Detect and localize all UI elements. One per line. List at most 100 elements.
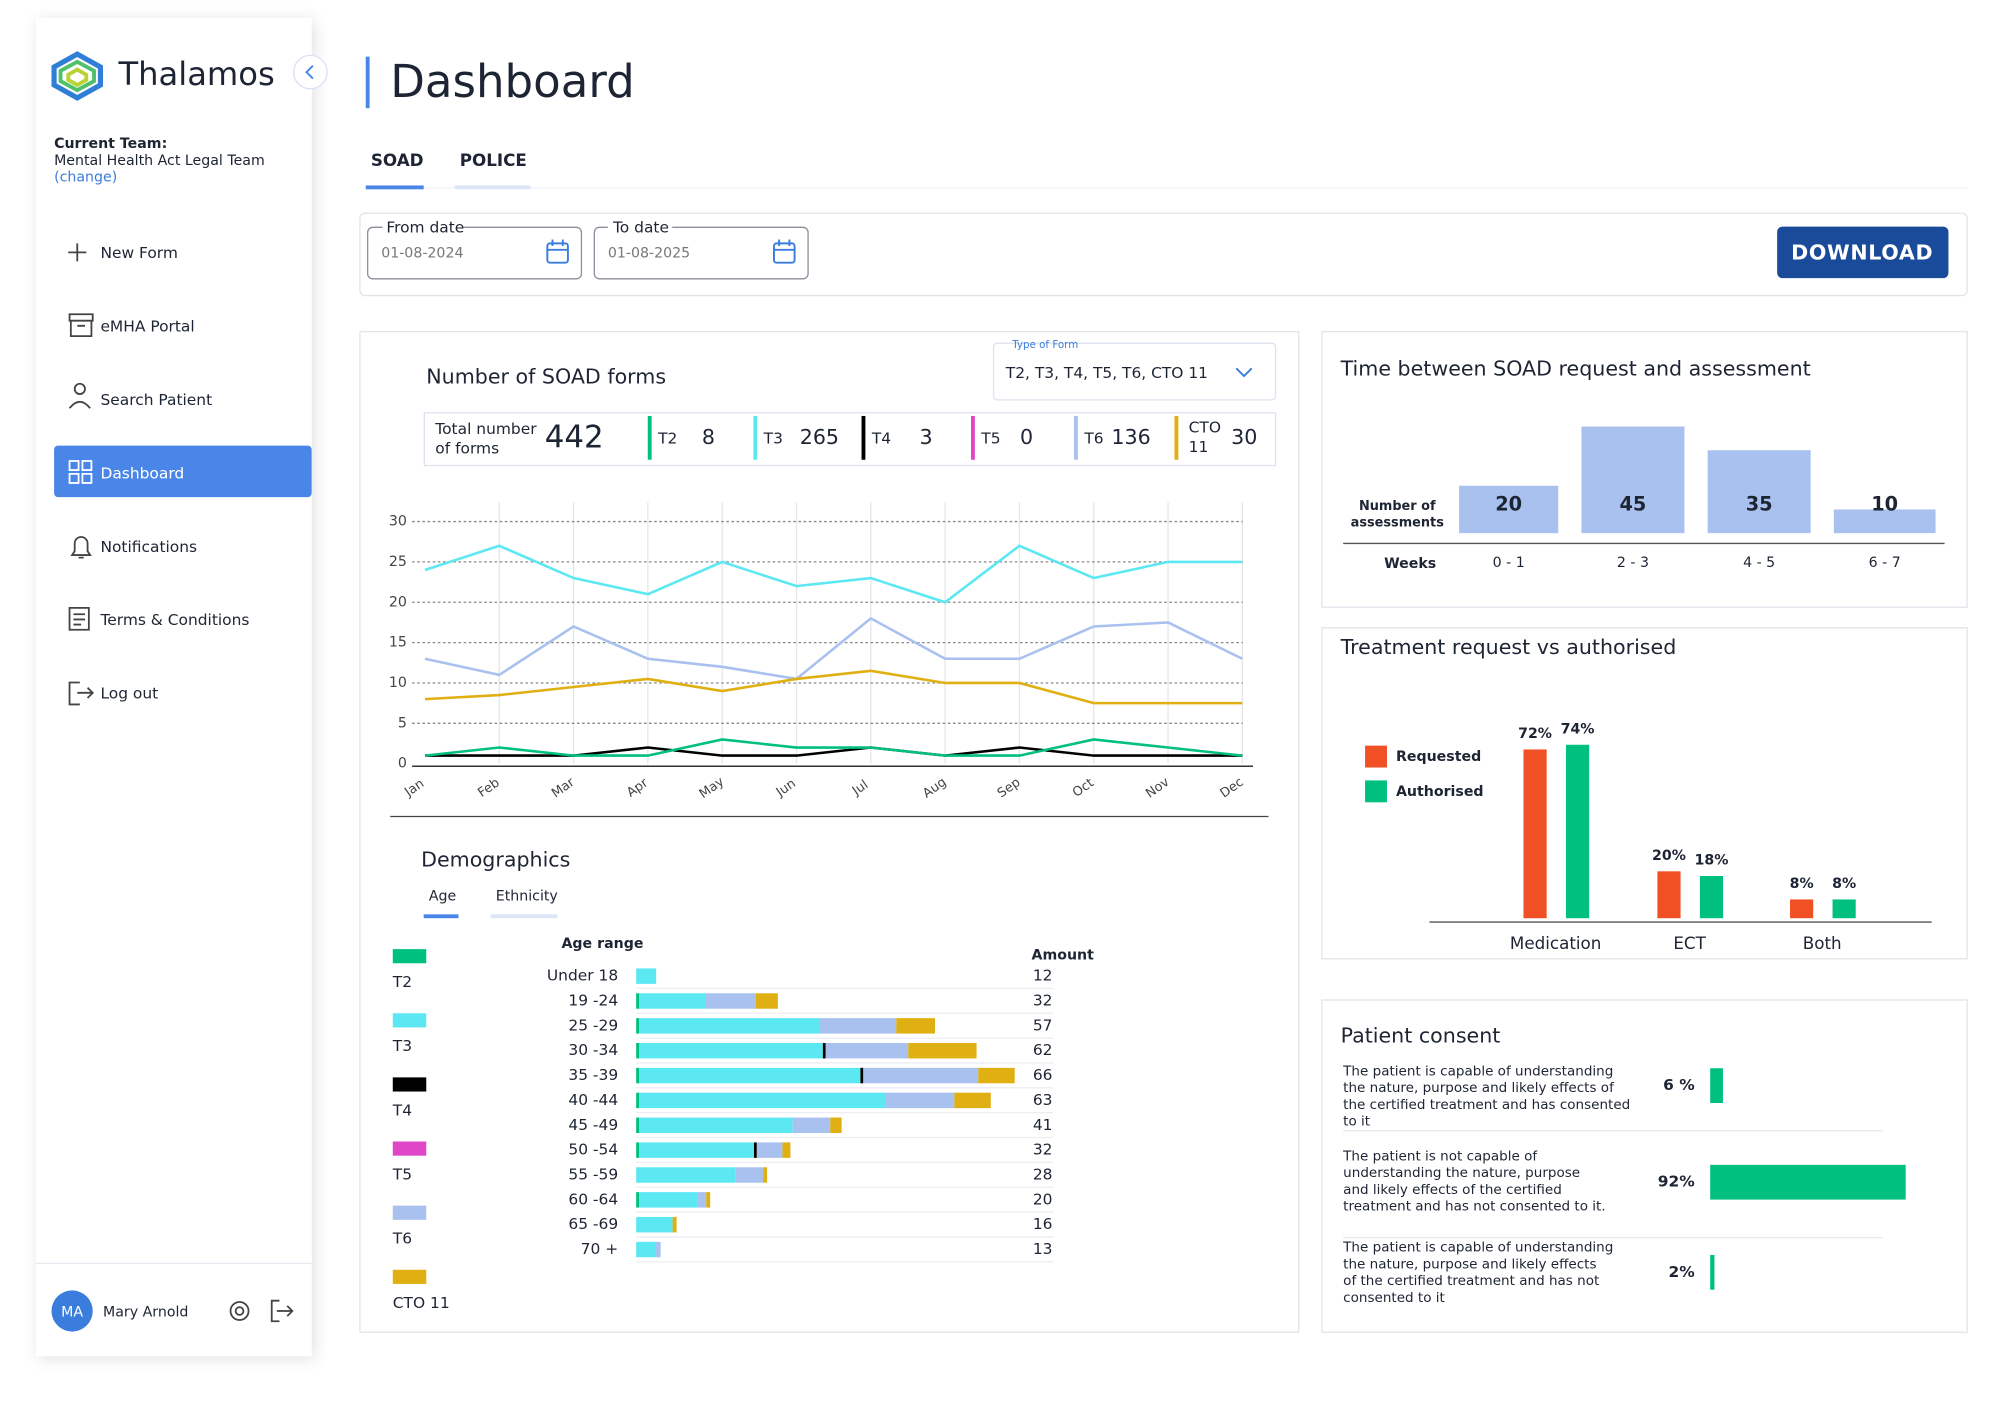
count-bar bbox=[861, 415, 866, 460]
bar bbox=[1657, 871, 1681, 919]
count-bar bbox=[753, 415, 758, 460]
download-button[interactable] bbox=[1777, 226, 1949, 279]
row-label: 70 + bbox=[581, 1240, 618, 1258]
stack-segment bbox=[822, 1042, 826, 1059]
collapse-button[interactable] bbox=[292, 54, 328, 90]
axis-label: Weeks bbox=[1384, 556, 1436, 572]
y-tick-label: 0 bbox=[398, 756, 407, 772]
stack-segment bbox=[639, 1042, 823, 1059]
bar bbox=[1565, 744, 1590, 919]
legend-label: T5 bbox=[392, 1165, 412, 1183]
y-tick-label: 30 bbox=[389, 514, 407, 530]
stack-segment bbox=[639, 1117, 793, 1134]
bar bbox=[1523, 749, 1547, 919]
row-label: 19 -24 bbox=[568, 992, 618, 1010]
nav-item[interactable]: Log out bbox=[100, 685, 158, 703]
count-bar bbox=[971, 415, 975, 460]
legend-swatch bbox=[392, 1141, 427, 1156]
bar bbox=[1581, 426, 1685, 534]
count-label: CTO 11 bbox=[1188, 418, 1222, 456]
settings-icon[interactable] bbox=[229, 1301, 250, 1321]
dropdown-value: T2, T3, T4, T5, T6, CTO 11 bbox=[1005, 364, 1208, 382]
y-tick-label: 5 bbox=[398, 715, 407, 731]
row-amount: 63 bbox=[1033, 1091, 1053, 1109]
line-series bbox=[424, 669, 1243, 705]
stack-segment bbox=[636, 968, 657, 984]
consent-text: The patient is not capable of understand… bbox=[1343, 1148, 1606, 1215]
column-header: Amount bbox=[1032, 948, 1095, 964]
bar-value: 45 bbox=[1620, 492, 1647, 515]
avatar-initials: MA bbox=[61, 1304, 83, 1320]
row-amount: 20 bbox=[1033, 1190, 1053, 1208]
consent-value-label: 92% bbox=[1658, 1173, 1695, 1191]
calendar-icon[interactable] bbox=[546, 239, 569, 264]
stack-segment bbox=[697, 1192, 707, 1208]
calendar-icon[interactable] bbox=[773, 239, 796, 264]
legend-label: Authorised bbox=[1396, 784, 1484, 800]
legend-label: T6 bbox=[392, 1230, 412, 1248]
logout-icon[interactable] bbox=[270, 1299, 294, 1323]
nav-item[interactable]: New Form bbox=[100, 244, 177, 262]
consent-text: The patient is capable of understanding … bbox=[1343, 1240, 1614, 1306]
count-value: 8 bbox=[702, 425, 715, 449]
consent-value-label: 2% bbox=[1669, 1263, 1695, 1281]
column-header: Age range bbox=[561, 936, 643, 952]
bar bbox=[1710, 1254, 1715, 1290]
nav-active-bg bbox=[54, 445, 312, 498]
brand: Thalamos bbox=[117, 55, 274, 93]
nav-item[interactable]: Terms & Conditions bbox=[99, 611, 249, 629]
tab[interactable]: Age bbox=[429, 888, 456, 904]
dropdown-label: Type of Form bbox=[1011, 339, 1078, 351]
type-dropdown[interactable] bbox=[992, 342, 1277, 401]
x-tick-label: 4 - 5 bbox=[1743, 555, 1775, 571]
tab[interactable]: SOAD bbox=[371, 150, 424, 170]
x-tick-label: Both bbox=[1803, 933, 1842, 953]
row-label: 55 -59 bbox=[568, 1165, 618, 1183]
input-value: 01-08-2025 bbox=[608, 246, 690, 262]
nav-icon bbox=[68, 606, 90, 631]
nav-item[interactable]: Search Patient bbox=[100, 391, 212, 409]
nav-icon bbox=[68, 460, 93, 484]
tab[interactable]: POLICE bbox=[460, 150, 527, 170]
stack-segment bbox=[820, 1018, 897, 1034]
tab-indicator bbox=[454, 185, 531, 190]
bar-value: 10 bbox=[1871, 492, 1898, 515]
nav-icon bbox=[68, 382, 91, 409]
stack-segment bbox=[792, 1117, 831, 1134]
nav-item[interactable]: eMHA Portal bbox=[100, 318, 194, 336]
count-label: T3 bbox=[763, 430, 783, 448]
stack-segment bbox=[782, 1142, 791, 1158]
stack-segment bbox=[908, 1042, 977, 1059]
count-bar bbox=[1074, 415, 1078, 460]
x-tick-label: ECT bbox=[1673, 933, 1706, 953]
tab-active-indicator bbox=[365, 185, 424, 190]
bar-value-label: 20% bbox=[1652, 848, 1686, 864]
date-input[interactable] bbox=[593, 226, 809, 280]
line-series bbox=[424, 738, 1243, 757]
chevron bbox=[1235, 367, 1253, 378]
row-label: 35 -39 bbox=[568, 1066, 618, 1084]
legend-swatch bbox=[1365, 780, 1387, 803]
row-label: 50 -54 bbox=[568, 1141, 618, 1159]
date-input[interactable] bbox=[367, 226, 583, 280]
bar-value-label: 8% bbox=[1790, 876, 1814, 892]
y-tick-label: 10 bbox=[389, 675, 407, 691]
bar bbox=[1699, 876, 1724, 919]
count-value: 30 bbox=[1231, 425, 1257, 449]
bar-value-label: 18% bbox=[1695, 853, 1729, 869]
tab[interactable]: Ethnicity bbox=[496, 888, 558, 904]
nav-icon bbox=[68, 313, 94, 338]
stack-segment bbox=[636, 1067, 640, 1084]
nav-item[interactable]: Notifications bbox=[100, 538, 197, 556]
change-team[interactable]: (change) bbox=[54, 170, 117, 186]
stack-segment bbox=[978, 1067, 1015, 1084]
stack-segment bbox=[735, 1167, 764, 1183]
stack-segment bbox=[639, 1092, 887, 1109]
bar bbox=[1710, 1164, 1906, 1200]
count-label: T2 bbox=[657, 430, 677, 448]
nav-icon bbox=[70, 536, 92, 559]
card-title: Number of SOAD forms bbox=[426, 364, 666, 388]
nav-item[interactable]: Dashboard bbox=[100, 464, 184, 482]
count-value: 136 bbox=[1111, 425, 1150, 449]
